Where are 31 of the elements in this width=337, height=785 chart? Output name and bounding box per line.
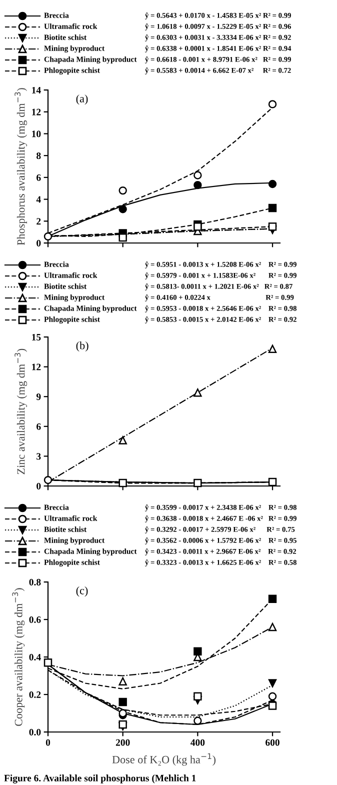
y-tick-label: 6: [36, 423, 41, 430]
y-axis-title: Phosphorus availability (mg dm$^{−3}$): [14, 88, 28, 246]
y-tick-label: 0.6: [29, 616, 41, 624]
y-tick-label: 4: [36, 196, 41, 203]
annotation: (c): [76, 586, 88, 597]
y-tick-label: 12: [32, 108, 41, 116]
caption: Figure 6. Available soil phosphorus (Mehlich 1: [4, 774, 196, 784]
y-tick-label: 0: [36, 240, 41, 246]
x-tick-label: 200: [116, 739, 130, 746]
y-tick-label: 0: [36, 482, 41, 490]
annotation: (a): [76, 94, 88, 105]
y-tick-label: 15: [32, 334, 41, 340]
y-tick-label: 8: [36, 152, 41, 160]
x-tick-label: 400: [190, 739, 205, 746]
y-tick-label: 10: [32, 130, 41, 138]
x-tick-label: 600: [266, 739, 280, 746]
y-axis-title: Cooper availability (mg dm$^{−3}$): [12, 588, 25, 726]
y-tick-label: 12: [32, 364, 41, 370]
x-tick-label: 0: [46, 739, 50, 746]
y-tick-label: 0.4: [29, 654, 41, 661]
y-axis-title: Zinc availability (mg dm$^{−3}$): [14, 348, 28, 474]
annotation: (b): [76, 341, 88, 352]
y-tick-label: 2: [36, 218, 41, 225]
y-tick-label: 0.8: [29, 578, 41, 586]
y-tick-label: 14: [32, 86, 41, 94]
x-axis-title: Dose of K₂O (kg ha$^{−1}$): [112, 753, 216, 766]
y-tick-label: 9: [36, 394, 41, 400]
y-tick-label: 0.2: [29, 691, 41, 698]
y-tick-label: 6: [36, 174, 41, 181]
y-tick-label: 0.0: [29, 728, 41, 736]
y-tick-label: 3: [36, 453, 41, 460]
